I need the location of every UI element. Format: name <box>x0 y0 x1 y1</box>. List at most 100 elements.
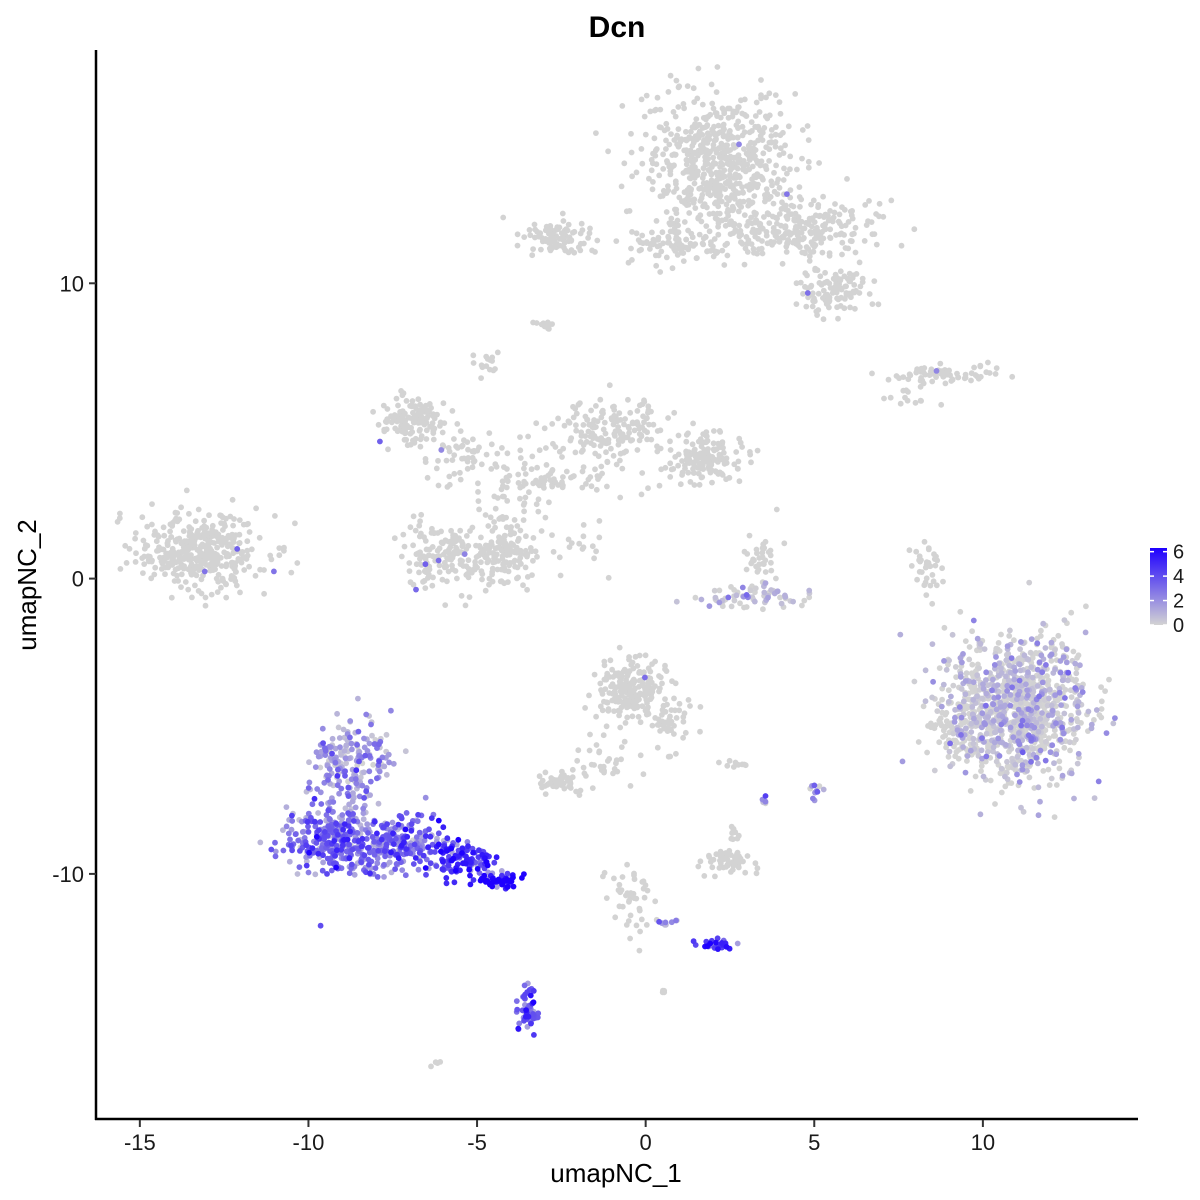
cell-point <box>1042 757 1049 764</box>
cell-point <box>206 555 213 561</box>
cell-point <box>787 153 794 160</box>
cell-point <box>716 599 723 606</box>
cell-point <box>782 142 788 149</box>
cell-point <box>995 673 1002 679</box>
cell-point <box>504 466 510 472</box>
cell-point <box>774 191 781 198</box>
cell-point <box>589 785 596 791</box>
cell-point <box>972 372 979 378</box>
cell-point <box>826 298 832 305</box>
cell-point <box>970 696 977 703</box>
cell-point <box>180 528 187 534</box>
cell-point <box>139 514 146 521</box>
cell-point <box>416 427 423 434</box>
cell-point <box>517 455 524 461</box>
cell-point <box>699 440 705 446</box>
cell-point <box>731 597 738 604</box>
cell-point <box>1019 766 1026 773</box>
cell-point <box>788 230 795 237</box>
cell-point <box>522 564 529 571</box>
cell-point <box>583 481 589 487</box>
cell-point <box>724 252 731 259</box>
cell-point <box>463 533 470 539</box>
cell-point <box>694 95 701 102</box>
cell-point <box>739 184 745 191</box>
cell-point <box>427 423 433 430</box>
cell-point <box>320 859 326 866</box>
cell-point <box>1042 645 1049 651</box>
cell-point <box>683 161 690 168</box>
cell-point <box>971 715 977 722</box>
cell-point <box>947 763 954 770</box>
cell-point <box>725 594 732 601</box>
cell-point <box>568 540 575 546</box>
cell-point <box>690 420 696 427</box>
cell-point <box>1102 688 1108 694</box>
cell-point <box>923 592 930 598</box>
cell-point <box>773 124 779 130</box>
cell-point <box>280 847 287 854</box>
cell-point <box>400 531 407 538</box>
cell-point <box>436 545 443 552</box>
cell-point <box>618 887 625 893</box>
cell-point <box>646 421 652 428</box>
cell-point <box>639 232 646 239</box>
cell-point <box>422 402 429 409</box>
cell-point <box>429 525 435 532</box>
cell-point <box>808 223 815 230</box>
cell-point <box>218 563 225 569</box>
cell-point <box>440 400 447 407</box>
cell-point <box>1002 773 1008 780</box>
cell-point <box>1028 664 1035 671</box>
cell-point <box>814 227 821 234</box>
cell-point <box>498 547 505 554</box>
cell-point <box>711 137 718 144</box>
cell-point <box>656 721 662 728</box>
cell-point <box>604 483 610 490</box>
cell-point <box>1049 707 1056 714</box>
cell-point <box>742 869 749 876</box>
cell-point <box>657 685 663 692</box>
cell-point <box>716 865 723 871</box>
cell-point <box>524 586 530 593</box>
cell-point <box>611 431 618 437</box>
cell-point <box>252 572 259 579</box>
cell-point <box>1048 702 1055 709</box>
cell-point <box>674 217 681 224</box>
cell-point <box>593 486 600 493</box>
cell-point <box>435 457 441 464</box>
cell-point <box>585 428 592 435</box>
cell-point <box>1070 648 1077 655</box>
cell-point <box>1075 750 1082 757</box>
cell-point <box>145 553 152 560</box>
cell-point <box>191 542 198 549</box>
cell-point <box>423 569 430 576</box>
cell-point <box>685 166 692 173</box>
cell-point <box>620 449 627 456</box>
cell-point <box>230 550 237 557</box>
cell-point <box>929 694 935 701</box>
cell-point <box>962 691 969 698</box>
cell-point <box>368 721 374 728</box>
cell-point <box>1066 739 1073 746</box>
cell-point <box>706 603 713 609</box>
cell-point <box>668 466 675 473</box>
cell-point <box>687 479 694 485</box>
cell-point <box>582 433 589 439</box>
cell-point <box>459 455 465 462</box>
cell-point <box>1059 772 1066 779</box>
cell-point <box>572 449 579 456</box>
cell-point <box>1056 758 1063 765</box>
cell-point <box>423 427 430 434</box>
cell-point <box>672 680 679 687</box>
cell-point <box>741 761 748 768</box>
cell-point <box>680 198 687 204</box>
cell-point <box>699 175 706 181</box>
cell-point <box>1023 701 1030 707</box>
cell-point <box>977 373 984 380</box>
cell-point <box>766 158 772 164</box>
cell-point <box>668 131 674 138</box>
cell-point <box>1010 734 1017 741</box>
cell-point <box>489 354 496 361</box>
cell-point <box>172 566 179 573</box>
